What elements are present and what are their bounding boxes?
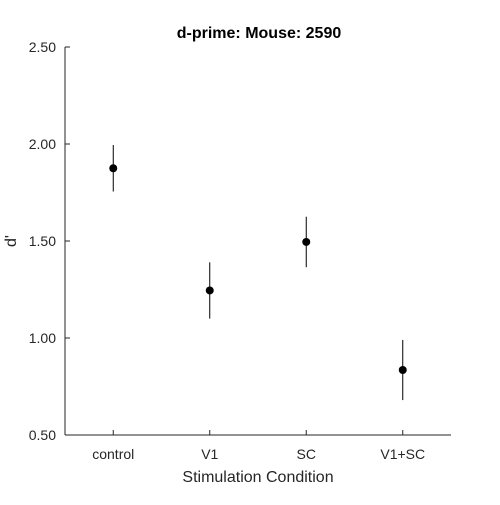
data-point-v1-sc bbox=[399, 366, 407, 374]
y-tick-label: 2.50 bbox=[29, 39, 56, 55]
x-tick-label: V1 bbox=[201, 446, 218, 462]
x-axis-label: Stimulation Condition bbox=[182, 469, 333, 486]
error-bars bbox=[113, 145, 403, 400]
data-point-sc bbox=[302, 238, 310, 246]
y-axis-label: d' bbox=[3, 235, 20, 247]
y-tick-label: 0.50 bbox=[29, 427, 56, 443]
data-point-control bbox=[109, 164, 117, 172]
data-points bbox=[109, 164, 407, 374]
x-tick-label: control bbox=[92, 446, 134, 462]
x-tick-label: SC bbox=[297, 446, 316, 462]
chart-title: d-prime: Mouse: 2590 bbox=[177, 25, 342, 42]
x-tick-label: V1+SC bbox=[380, 446, 425, 462]
y-axis-ticks: 0.50 1.00 1.50 2.00 2.50 bbox=[29, 39, 70, 443]
data-point-v1 bbox=[206, 286, 214, 294]
y-tick-label: 2.00 bbox=[29, 136, 56, 152]
y-tick-label: 1.50 bbox=[29, 233, 56, 249]
y-tick-label: 1.00 bbox=[29, 330, 56, 346]
